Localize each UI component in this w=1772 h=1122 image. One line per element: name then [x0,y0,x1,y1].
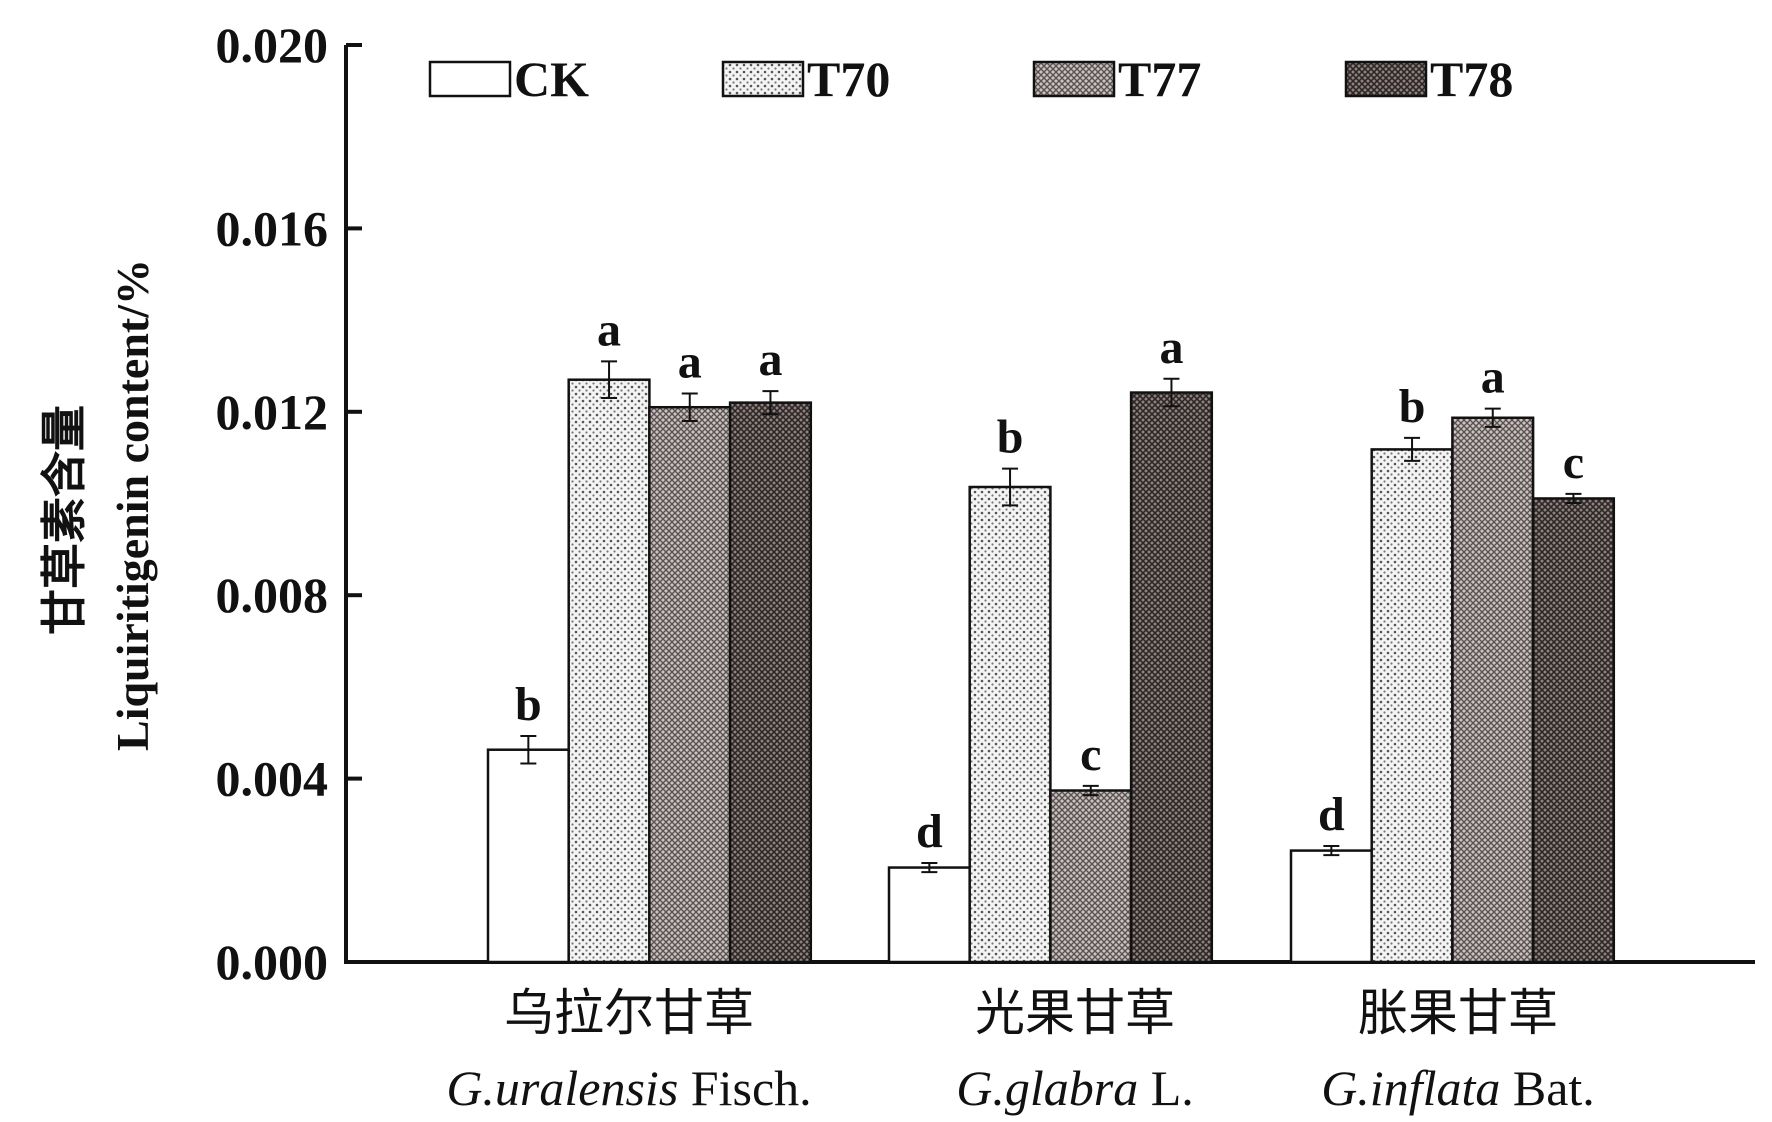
species-authority: L. [1138,1060,1194,1116]
category-label: 乌拉尔甘草 G.uralensis Fisch. [446,985,811,1116]
significance-letter: d [916,805,943,858]
legend-swatch [428,60,512,98]
legend-label: CK [514,51,589,107]
bar-ck [486,748,570,964]
bar-t77 [1451,416,1535,964]
y-tick-label: 0.004 [216,751,329,807]
species-name: G.glabra [956,1060,1138,1116]
y-tick-label: 0.020 [216,17,329,73]
bar-t77 [648,405,732,964]
bar-t78 [1531,497,1616,964]
significance-letter: a [1481,351,1505,404]
bar-t77 [1049,789,1133,964]
category-label: 胀果甘草 G.inflata Bat. [1321,985,1595,1116]
category-label-cn: 胀果甘草 [1358,985,1558,1041]
bar-ck [1289,849,1373,964]
legend-item-ck: CK [428,51,589,107]
bar-t70 [968,485,1052,964]
legend-item-t77: T77 [1032,51,1201,107]
y-tick-label: 0.000 [216,934,329,990]
category-label-latin: G.uralensis Fisch. [446,1060,811,1116]
y-tick-label: 0.012 [216,384,329,440]
significance-letter: c [1563,436,1584,489]
y-tick-label: 0.016 [216,200,329,256]
legend-label: T78 [1430,51,1513,107]
bar-t70 [567,378,651,964]
category-label-latin: G.glabra L. [956,1060,1194,1116]
legend-swatch [721,60,805,98]
category-label-cn: 光果甘草 [975,985,1175,1041]
species-name: G.inflata [1321,1060,1500,1116]
category-label: 光果甘草 G.glabra L. [956,985,1194,1116]
axes: 0.000 0.004 0.008 0.012 0.016 0.020 [216,17,1755,990]
significance-letter: a [758,333,782,386]
y-axis-title: 甘草素含量 Liquiritigenin content/% [39,259,158,751]
legend-swatch [1032,60,1116,98]
legend-swatch [1344,60,1428,98]
category-label-cn: 乌拉尔甘草 [504,985,754,1041]
significance-letter: c [1080,728,1101,781]
legend-label: T77 [1118,51,1201,107]
significance-letter: a [1159,321,1183,374]
bars: b d d a b b a c a a a c [486,303,1616,964]
significance-letter: a [678,335,702,388]
species-authority: Bat. [1500,1060,1594,1116]
bar-t78 [1129,391,1214,964]
significance-letter: a [597,303,621,356]
y-axis-title-en: Liquiritigenin content/% [107,259,158,751]
bar-t70 [1370,448,1454,964]
bar-ck [887,866,971,964]
legend: CK T70 T77 T78 [428,51,1513,107]
legend-item-t78: T78 [1344,51,1513,107]
y-tick-label: 0.008 [216,567,329,623]
significance-letter: b [1399,380,1426,433]
x-axis-categories: 乌拉尔甘草 G.uralensis Fisch. 光果甘草 G.glabra L. 胀果… [446,985,1594,1116]
bar-t78 [728,401,813,964]
species-name: G.uralensis [446,1060,678,1116]
category-label-latin: G.inflata Bat. [1321,1060,1595,1116]
legend-item-t70: T70 [721,51,890,107]
significance-letter: b [515,678,542,731]
y-axis-title-cn: 甘草素含量 [39,405,90,635]
species-authority: Fisch. [678,1060,811,1116]
legend-label: T70 [807,51,890,107]
significance-letter: d [1318,788,1345,841]
significance-letter: b [997,411,1024,464]
